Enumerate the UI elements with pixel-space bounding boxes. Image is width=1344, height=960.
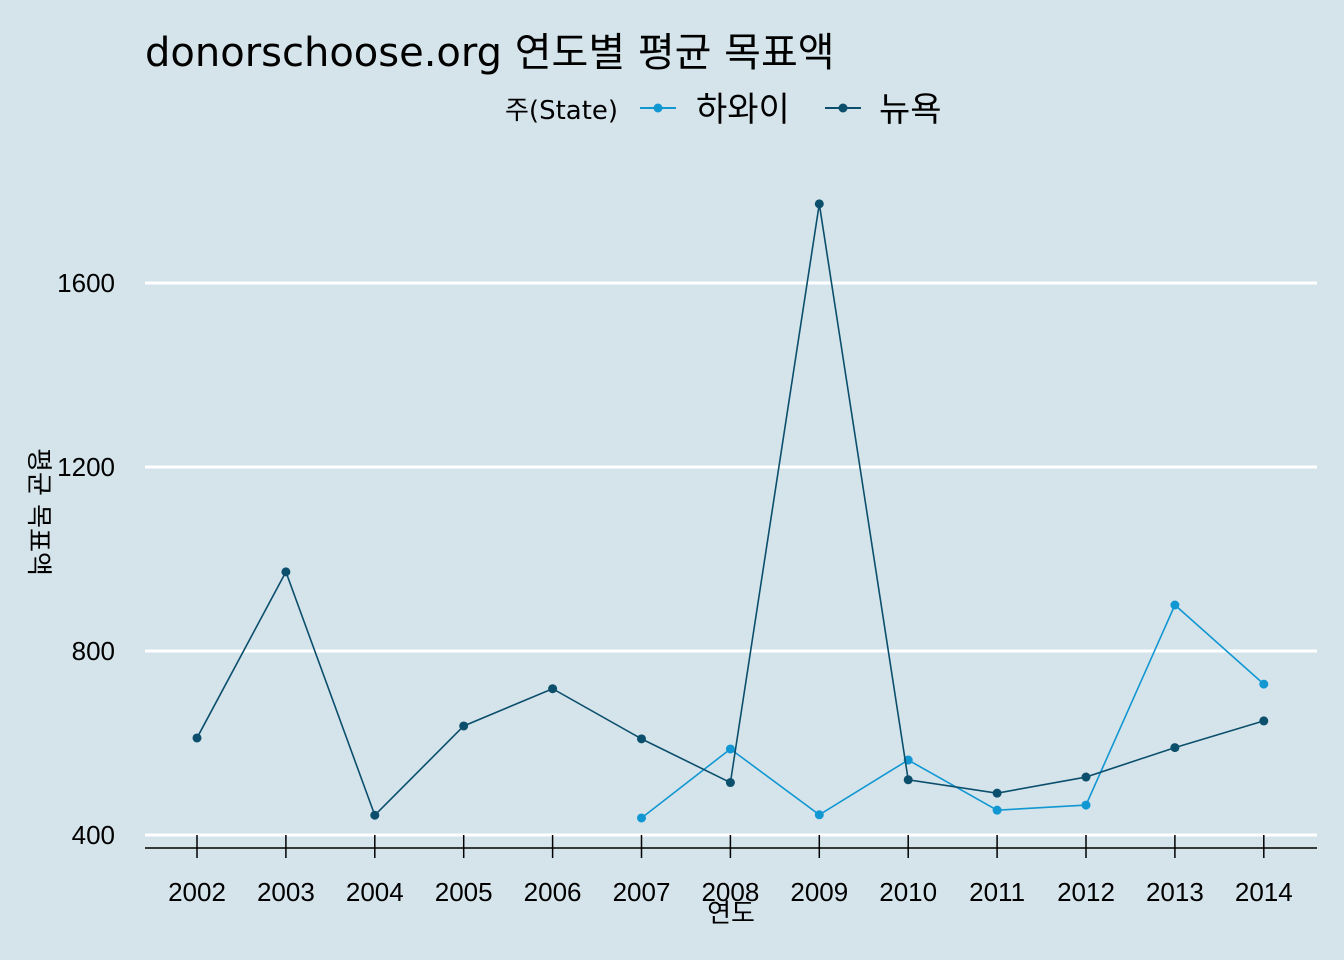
data-point [548, 684, 558, 694]
legend-label: 하와이 [696, 90, 790, 130]
series-hawaii [637, 600, 1269, 823]
y-tick-label: 1200 [57, 452, 115, 482]
x-axis-title: 연도 [707, 899, 755, 929]
y-tick-label: 400 [72, 820, 115, 850]
y-axis-ticks: 400 800 1200 1600 [57, 268, 115, 850]
data-point [1259, 679, 1269, 689]
x-tick-label: 2009 [790, 877, 848, 907]
x-tick-label: 2008 [701, 877, 759, 907]
series-line [641, 603, 1265, 819]
data-point [1170, 600, 1180, 610]
data-point [1259, 716, 1269, 726]
y-axis-title: 평균 목표액 [23, 448, 53, 576]
data-point [725, 778, 735, 788]
data-point [1081, 800, 1091, 810]
x-tick-label: 2005 [435, 877, 493, 907]
x-tick-label: 2013 [1146, 877, 1204, 907]
x-tick-label: 2004 [346, 877, 404, 907]
data-point [903, 775, 913, 785]
legend-key-point [653, 103, 663, 113]
legend: 주(State) 하와이 뉴욕 [505, 90, 942, 130]
y-tick-label: 1600 [57, 268, 115, 298]
data-point [637, 813, 646, 823]
x-tick-label: 2011 [969, 877, 1025, 907]
data-point [370, 810, 380, 820]
data-point [814, 810, 824, 820]
x-tick-label: 2006 [524, 877, 582, 907]
series-line [196, 203, 1265, 817]
x-tick-label: 2010 [879, 877, 937, 907]
x-tick-label: 2003 [257, 877, 315, 907]
series-newyork [192, 199, 1269, 820]
legend-key-point [838, 103, 848, 113]
data-point [281, 567, 291, 577]
data-point [992, 805, 1002, 815]
legend-title: 주(State) [505, 96, 618, 126]
x-axis-ticks: 2002 2003 2004 2005 2006 2007 2008 2009 2010 2011… [168, 835, 1293, 907]
x-tick-label: 2012 [1057, 877, 1115, 907]
chart-title: donorschoose.org 연도별 평균 목표액 [145, 30, 835, 76]
data-point [1081, 772, 1091, 782]
data-point [725, 744, 735, 754]
y-tick-label: 800 [72, 636, 115, 666]
legend-label: 뉴욕 [879, 90, 942, 130]
data-point [814, 199, 824, 209]
series-group [192, 199, 1269, 823]
data-point [192, 733, 202, 743]
data-point [637, 734, 646, 744]
x-tick-label: 2014 [1235, 877, 1293, 907]
data-point [992, 788, 1002, 798]
x-tick-label: 2007 [613, 877, 671, 907]
data-point [459, 721, 469, 731]
data-point [1170, 743, 1180, 753]
x-tick-label: 2002 [168, 877, 226, 907]
